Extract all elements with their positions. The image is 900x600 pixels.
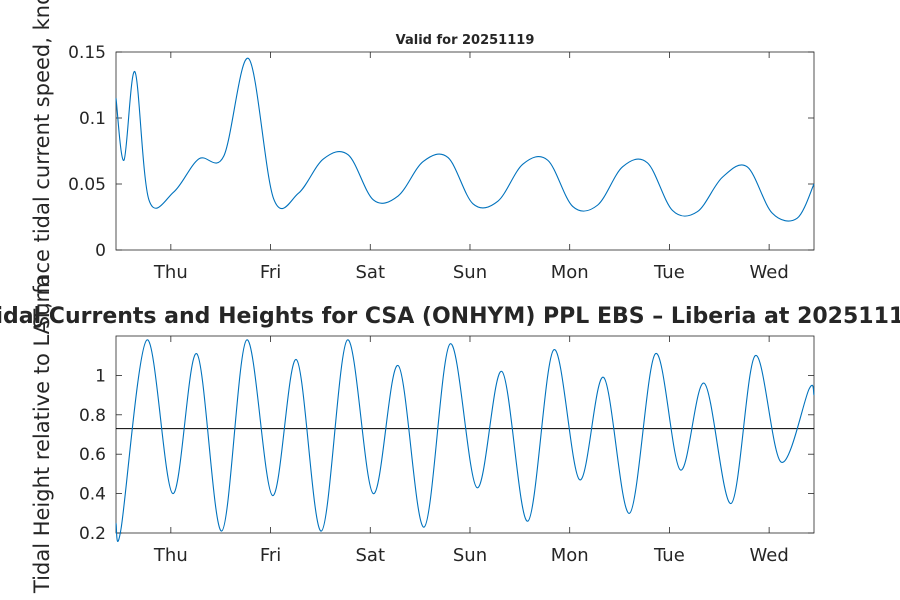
height-y-tick-label: 0.2: [79, 524, 106, 544]
height-x-tick-label: Thu: [153, 545, 188, 566]
height-x-tick-label: Wed: [750, 545, 789, 566]
current-x-tick-label: Sun: [453, 262, 487, 283]
current-speed-chart: Valid for 20251119 0 0.05 0.1 0.15 Thu Fri Sa…: [30, 0, 815, 329]
height-x-tick-label: Tue: [653, 545, 685, 566]
height-x-tick-label: Mon: [551, 545, 589, 566]
height-y-ticks: 0.2 0.4 0.6 0.8 1: [79, 366, 814, 544]
current-y-axis-label: Surface tidal current speed, knots: [30, 0, 54, 329]
height-x-tick-label: Sun: [453, 545, 487, 566]
current-series-group: [115, 58, 815, 222]
current-x-tick-label: Mon: [551, 262, 589, 283]
height-y-tick-label: 0.4: [79, 485, 106, 505]
current-series-line: [115, 58, 815, 222]
height-chart-plot-area: [115, 335, 815, 534]
height-x-tick-label: Fri: [260, 545, 281, 566]
current-x-tick-label: Tue: [653, 262, 685, 283]
height-y-axis-label: Tidal Height relative to LAT, m: [30, 275, 54, 594]
height-y-tick-label: 0.6: [79, 445, 106, 465]
current-chart-title: Valid for 20251119: [396, 33, 535, 48]
current-y-tick-label: 0.15: [68, 43, 106, 63]
current-y-tick-label: 0.05: [68, 175, 106, 195]
tidal-height-chart: 0.2 0.4 0.6 0.8 1 Thu Fri Sat Sun Mon Tue Wed Tida…: [30, 275, 815, 594]
current-x-tick-label: Fri: [260, 262, 281, 283]
current-x-tick-label: Sat: [356, 262, 386, 283]
height-y-tick-label: 0.8: [79, 406, 106, 426]
height-y-tick-label: 1: [95, 366, 106, 386]
current-y-tick-label: 0: [95, 241, 106, 261]
current-y-ticks: 0 0.05 0.1 0.15: [68, 43, 814, 261]
height-series-line: [115, 339, 815, 542]
current-chart-plot-area: [115, 51, 815, 251]
height-x-tick-label: Sat: [356, 545, 386, 566]
height-series-group: [115, 339, 815, 542]
main-figure-title: Tidal Currents and Heights for CSA (ONHY…: [0, 304, 900, 329]
height-x-ticks: Thu Fri Sat Sun Mon Tue Wed: [153, 336, 789, 566]
current-y-tick-label: 0.1: [79, 109, 106, 129]
current-x-ticks: Thu Fri Sat Sun Mon Tue Wed: [153, 52, 789, 283]
current-x-tick-label: Thu: [153, 262, 188, 283]
current-x-tick-label: Wed: [750, 262, 789, 283]
